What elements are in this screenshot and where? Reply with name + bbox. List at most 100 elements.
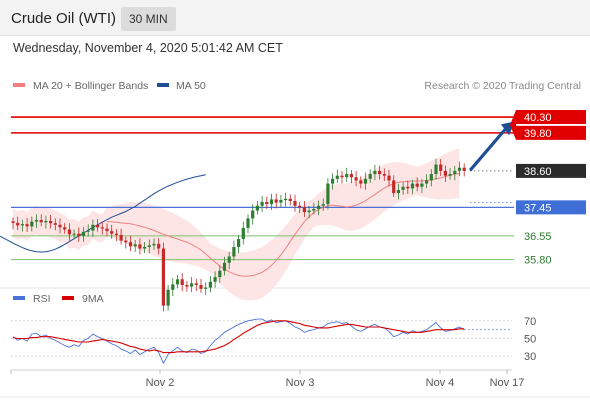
- legend-swatch-rsi: [13, 296, 25, 300]
- candle-body: [16, 222, 20, 226]
- candle: [227, 251, 231, 270]
- candle-body: [133, 244, 137, 247]
- candle: [373, 164, 377, 181]
- candle: [34, 214, 39, 228]
- candle-body: [190, 283, 194, 287]
- candle-body: [293, 201, 297, 206]
- rsi-series-rsi: [12, 318, 465, 365]
- instrument-title: Crude Oil (WTI): [11, 10, 116, 27]
- candle-body: [91, 224, 95, 231]
- candle: [326, 177, 330, 210]
- candle: [378, 165, 382, 180]
- candle-body: [251, 210, 255, 219]
- legend-swatch-ma20: [13, 83, 25, 87]
- candle-body: [387, 175, 391, 181]
- timeframe-badge[interactable]: 30 MIN: [121, 7, 176, 31]
- candle: [349, 169, 353, 184]
- candle: [340, 170, 344, 184]
- candle: [359, 176, 363, 189]
- candle-body: [288, 198, 292, 202]
- candle-body: [302, 207, 306, 213]
- rsi-tick-50: 50: [524, 334, 536, 346]
- level-label-38.60: 38.60: [524, 166, 552, 178]
- candle-body: [124, 240, 128, 243]
- candle: [293, 194, 297, 212]
- candle: [255, 200, 259, 215]
- candle-body: [105, 228, 109, 232]
- level-label-35.80: 35.80: [524, 255, 552, 267]
- candle: [30, 216, 34, 232]
- candle-body: [185, 285, 189, 287]
- candle-body: [274, 199, 278, 203]
- candle-body: [434, 164, 438, 175]
- legend-label-ma20: MA 20 + Bollinger Bands: [33, 80, 148, 92]
- candle-body: [265, 201, 269, 205]
- candle: [44, 215, 48, 229]
- candle: [96, 219, 100, 232]
- candle-body: [39, 220, 43, 223]
- candle: [114, 229, 118, 242]
- level-label-bg-38.60: [516, 163, 586, 178]
- candle: [425, 174, 429, 189]
- candle-body: [453, 170, 457, 175]
- candle: [401, 182, 405, 195]
- legend-label-rsi: RSI: [33, 293, 51, 305]
- candle-body: [34, 220, 39, 222]
- candle: [265, 196, 269, 210]
- candle-body: [96, 224, 100, 228]
- candle-body: [406, 186, 410, 189]
- candle: [143, 242, 147, 254]
- candle-body: [166, 289, 170, 306]
- candle: [67, 223, 71, 241]
- candle-body: [232, 246, 236, 257]
- candle: [307, 205, 311, 219]
- candle-body: [30, 221, 34, 227]
- candle: [20, 219, 24, 232]
- candle-body: [316, 205, 321, 209]
- candle-body: [321, 204, 325, 206]
- candle-body: [128, 242, 133, 247]
- candle-body: [457, 167, 462, 171]
- candle: [368, 169, 372, 184]
- candle-body: [114, 233, 118, 235]
- rsi-tick-30: 30: [524, 351, 536, 363]
- candle: [124, 236, 128, 249]
- candle-body: [312, 208, 316, 211]
- candle-body: [20, 224, 24, 226]
- candle: [363, 172, 368, 190]
- candle: [16, 216, 20, 230]
- candle: [110, 225, 114, 239]
- candle-body: [378, 170, 382, 175]
- candle: [354, 170, 358, 187]
- candle-body: [194, 283, 198, 285]
- candle-body: [349, 174, 353, 178]
- candle: [81, 227, 86, 242]
- candle: [345, 167, 349, 182]
- candle: [39, 214, 43, 227]
- candle: [284, 192, 288, 207]
- candle: [331, 173, 335, 190]
- x-label-nov-3: Nov 3: [286, 377, 315, 389]
- timestamp: Wednesday, November 4, 2020 5:01:42 AM C…: [13, 41, 283, 55]
- candle-body: [72, 233, 76, 235]
- candle-body: [77, 233, 81, 236]
- rsi-series-9ma: [12, 320, 465, 354]
- candle: [218, 265, 222, 283]
- candle-body: [222, 262, 227, 271]
- candle-body: [157, 243, 161, 249]
- candle: [406, 180, 410, 194]
- candle: [434, 158, 438, 180]
- ma20-line: [106, 172, 460, 277]
- candle: [166, 284, 170, 311]
- candle: [222, 256, 227, 276]
- candle-body: [147, 245, 151, 247]
- candle-body: [382, 174, 386, 176]
- candle-body: [326, 183, 330, 205]
- candle-body: [67, 229, 71, 235]
- candle: [246, 214, 250, 234]
- chart-header: Crude Oil (WTI) 30 MIN: [0, 0, 590, 36]
- candle: [415, 177, 419, 192]
- level-label-bg-37.45: [516, 200, 586, 215]
- candle: [199, 278, 203, 294]
- candle-body: [218, 270, 222, 278]
